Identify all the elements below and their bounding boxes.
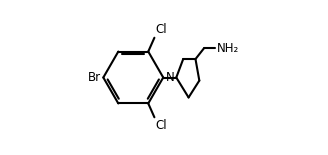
Text: Cl: Cl [155, 119, 167, 132]
Text: NH₂: NH₂ [217, 42, 239, 55]
Text: Br: Br [88, 71, 101, 84]
Text: N: N [166, 71, 175, 84]
Text: Cl: Cl [155, 23, 167, 36]
